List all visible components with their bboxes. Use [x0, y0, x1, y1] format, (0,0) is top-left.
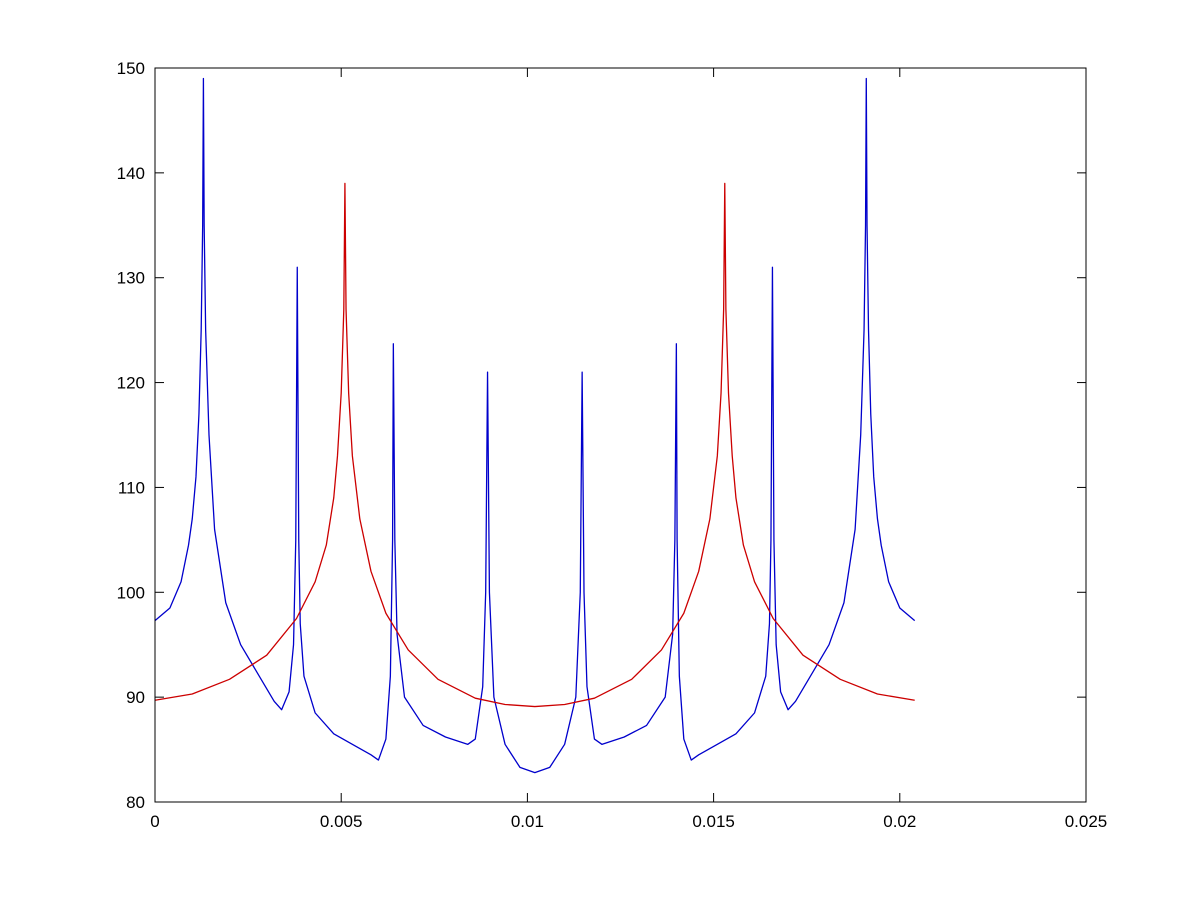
x-tick-label: 0.005 [320, 812, 363, 831]
y-tick-label: 130 [117, 269, 145, 288]
y-tick-label: 100 [117, 583, 145, 602]
y-tick-label: 90 [126, 688, 145, 707]
series-line-2 [154, 182, 915, 708]
y-tick-label: 110 [118, 478, 145, 497]
y-tick-label: 120 [117, 374, 145, 393]
series-group [154, 77, 916, 774]
y-tick-label: 150 [117, 59, 145, 78]
x-tick-label: 0.02 [883, 812, 916, 831]
x-tick-label: 0.015 [692, 812, 735, 831]
plot-area [155, 68, 1086, 802]
x-tick-label: 0 [150, 812, 159, 831]
x-tick-label: 0.025 [1065, 812, 1108, 831]
y-tick-label: 80 [126, 793, 145, 812]
series-line-1 [154, 77, 916, 774]
y-tick-label: 140 [117, 164, 145, 183]
axes-box [154, 67, 1087, 803]
plot-background [155, 68, 1086, 802]
tick-group: 0 0.005 0.01 0.015 0.02 0.025 80 90 100 110 120 130… [117, 59, 1108, 831]
x-tick-label: 0.01 [511, 812, 544, 831]
axes-frame [154, 67, 1087, 803]
